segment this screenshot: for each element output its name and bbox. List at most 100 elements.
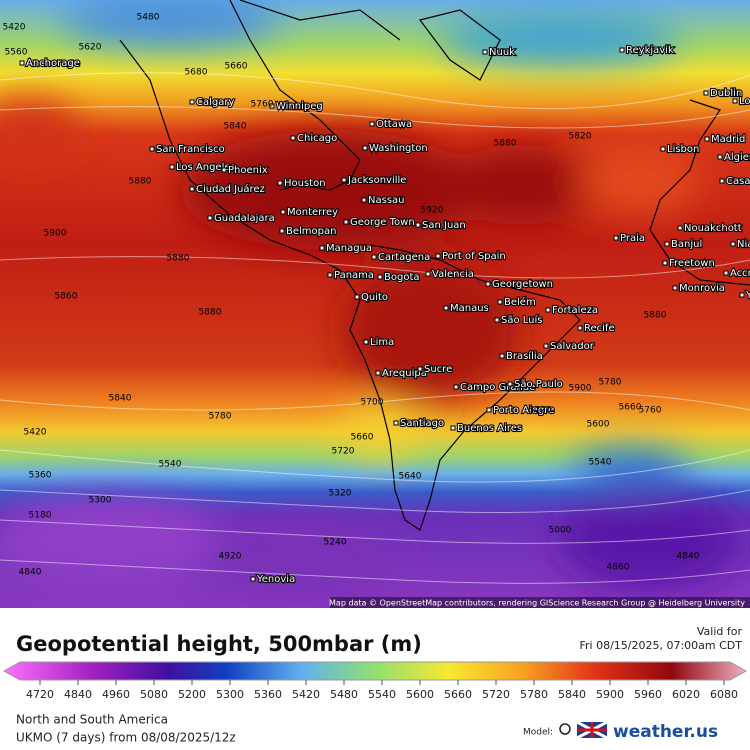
city-marker <box>221 167 227 173</box>
city-label: Calgary <box>196 97 234 108</box>
city-marker <box>415 222 421 228</box>
contour-label: 5820 <box>569 132 592 142</box>
contour-label: 4840 <box>677 552 700 562</box>
city-label: Georgetown <box>492 279 553 290</box>
colorbar-tick-label: 4720 <box>26 688 54 701</box>
city-label: Phoenix <box>228 165 268 176</box>
city-label: San Francisco <box>156 144 225 155</box>
contour-label: 4920 <box>219 552 242 562</box>
contour-label: 5920 <box>421 206 444 216</box>
contour-label: 5720 <box>529 406 552 416</box>
contour-label: 5600 <box>587 420 610 430</box>
city-label: Porto Alegre <box>493 405 554 416</box>
city-marker <box>499 353 505 359</box>
city-marker <box>169 164 175 170</box>
city-label: Algiers <box>724 152 750 163</box>
colorbar <box>2 661 748 681</box>
contour-label: 5420 <box>3 23 26 33</box>
city-label: Winnipeg <box>276 101 323 112</box>
city-marker <box>149 146 155 152</box>
contour-label: 5840 <box>224 122 247 132</box>
contour-label: 5540 <box>159 460 182 470</box>
city-marker <box>664 241 670 247</box>
colorbar-tick-label: 5840 <box>558 688 586 701</box>
attribution-bg <box>330 597 750 608</box>
colorbar-tick-label: 5360 <box>254 688 282 701</box>
city-marker <box>279 228 285 234</box>
legend-panel: Geopotential height, 500mbar (m) Valid f… <box>2 625 748 745</box>
city-marker <box>545 307 551 313</box>
city-label: Belém <box>504 296 536 308</box>
model-label: Model: <box>523 728 553 738</box>
city-label: Managua <box>326 243 372 254</box>
city-marker <box>497 299 503 305</box>
city-marker <box>369 121 375 127</box>
city-label: Brasília <box>506 350 543 362</box>
coastlines <box>119 0 750 531</box>
city-label: George Town <box>350 217 415 228</box>
contour-label: 5760 <box>251 100 274 110</box>
brand: weather.us <box>613 722 718 742</box>
city-label: Houston <box>284 178 326 189</box>
valid-label: Valid for <box>697 625 743 638</box>
city-label: Sucre <box>424 364 452 375</box>
contour-label: 5880 <box>199 308 222 318</box>
city-label: São Luís <box>501 314 543 326</box>
city-marker <box>371 254 377 260</box>
city-marker <box>19 60 25 66</box>
contour-label: 5360 <box>29 471 52 481</box>
city-label: Quito <box>361 292 388 303</box>
city-label: Valencia <box>432 269 474 280</box>
contour-label: 5420 <box>24 428 47 438</box>
city-marker <box>425 271 431 277</box>
city-label: London <box>739 96 750 107</box>
contour-label: 5320 <box>329 489 352 499</box>
colorbar-tick-label: 5900 <box>596 688 624 701</box>
contour-label: 4840 <box>19 568 42 578</box>
contour-label: 5860 <box>55 292 78 302</box>
city-marker <box>435 253 441 259</box>
city-label: Buenos Aires <box>457 423 522 434</box>
city-marker <box>732 98 738 104</box>
city-marker <box>319 245 325 251</box>
run-info: UKMO (7 days) from 08/08/2025/12z <box>16 731 236 745</box>
contour-label: 5780 <box>209 412 232 422</box>
city-label: Recife <box>584 323 615 334</box>
city-marker <box>250 576 256 582</box>
city-marker <box>341 177 347 183</box>
city-marker <box>660 146 666 152</box>
city-marker <box>703 90 709 96</box>
city-marker <box>577 325 583 331</box>
contour-label: 5480 <box>137 13 160 23</box>
city-label: Praia <box>620 233 645 244</box>
colorbar-tick-label: 5960 <box>634 688 662 701</box>
city-label: Accra <box>730 268 750 279</box>
city-label: Santiago <box>400 418 444 429</box>
colorbar-tick-label: 5080 <box>140 688 168 701</box>
city-marker <box>343 219 349 225</box>
contour-label: 5900 <box>44 229 67 239</box>
title: Geopotential height, 500mbar (m) <box>16 632 422 656</box>
city-label: Yenovia <box>256 574 295 585</box>
contour-label: 5660 <box>225 62 248 72</box>
colorbar-tick-label: 5660 <box>444 688 472 701</box>
city-marker <box>723 270 729 276</box>
city-label: Freetown <box>669 258 715 269</box>
contour-label: 5560 <box>5 48 28 58</box>
city-marker <box>393 420 399 426</box>
region: North and South America <box>16 713 168 727</box>
city-label: São Paulo <box>514 379 563 390</box>
city-marker <box>354 294 360 300</box>
city-marker <box>677 225 683 231</box>
city-label: Salvador <box>550 341 595 352</box>
city-marker <box>739 292 745 298</box>
contour-label: 5640 <box>399 472 422 482</box>
city-marker <box>269 103 275 109</box>
map: Anchorage Calgary Winnipeg Reykjavik Nuuk Dub… <box>0 0 750 608</box>
city-label: Nuuk <box>489 47 515 58</box>
city-label: Panama <box>334 270 374 281</box>
city-marker <box>290 135 296 141</box>
colorbar-tick-label: 5480 <box>330 688 358 701</box>
contour-label: 5300 <box>89 496 112 506</box>
contour-label: 5880 <box>644 311 667 321</box>
